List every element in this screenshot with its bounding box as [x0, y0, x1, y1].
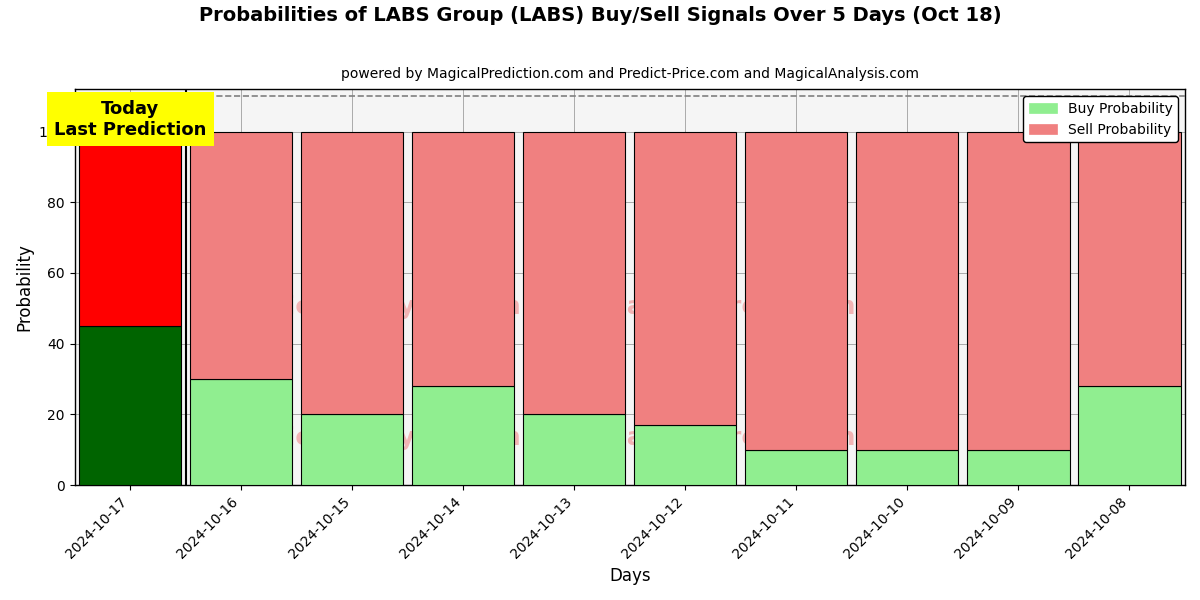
Text: MagicalAnalysis.com: MagicalAnalysis.com	[228, 425, 521, 449]
Bar	[635, 425, 737, 485]
Bar	[745, 131, 847, 450]
Bar	[967, 131, 1069, 450]
Bar	[190, 131, 293, 379]
Text: MagicalPrediction.com: MagicalPrediction.com	[602, 295, 924, 319]
Text: Today
Last Prediction: Today Last Prediction	[54, 100, 206, 139]
Bar	[412, 131, 515, 386]
Bar	[745, 450, 847, 485]
Bar	[523, 131, 625, 415]
Title: powered by MagicalPrediction.com and Predict-Price.com and MagicalAnalysis.com: powered by MagicalPrediction.com and Pre…	[341, 67, 919, 81]
Bar	[857, 131, 959, 450]
Bar	[1079, 386, 1181, 485]
Bar	[412, 386, 515, 485]
Bar	[523, 415, 625, 485]
Bar	[635, 131, 737, 425]
Bar	[190, 379, 293, 485]
X-axis label: Days: Days	[610, 567, 650, 585]
Bar	[79, 131, 181, 326]
Bar	[967, 450, 1069, 485]
Text: MagicalPrediction.com: MagicalPrediction.com	[602, 425, 924, 449]
Bar	[857, 450, 959, 485]
Legend: Buy Probability, Sell Probability: Buy Probability, Sell Probability	[1024, 96, 1178, 142]
Bar	[301, 131, 403, 415]
Y-axis label: Probability: Probability	[16, 243, 34, 331]
Bar	[1079, 131, 1181, 386]
Text: Probabilities of LABS Group (LABS) Buy/Sell Signals Over 5 Days (Oct 18): Probabilities of LABS Group (LABS) Buy/S…	[199, 6, 1001, 25]
Bar	[301, 415, 403, 485]
Text: MagicalAnalysis.com: MagicalAnalysis.com	[228, 295, 521, 319]
Bar	[79, 326, 181, 485]
